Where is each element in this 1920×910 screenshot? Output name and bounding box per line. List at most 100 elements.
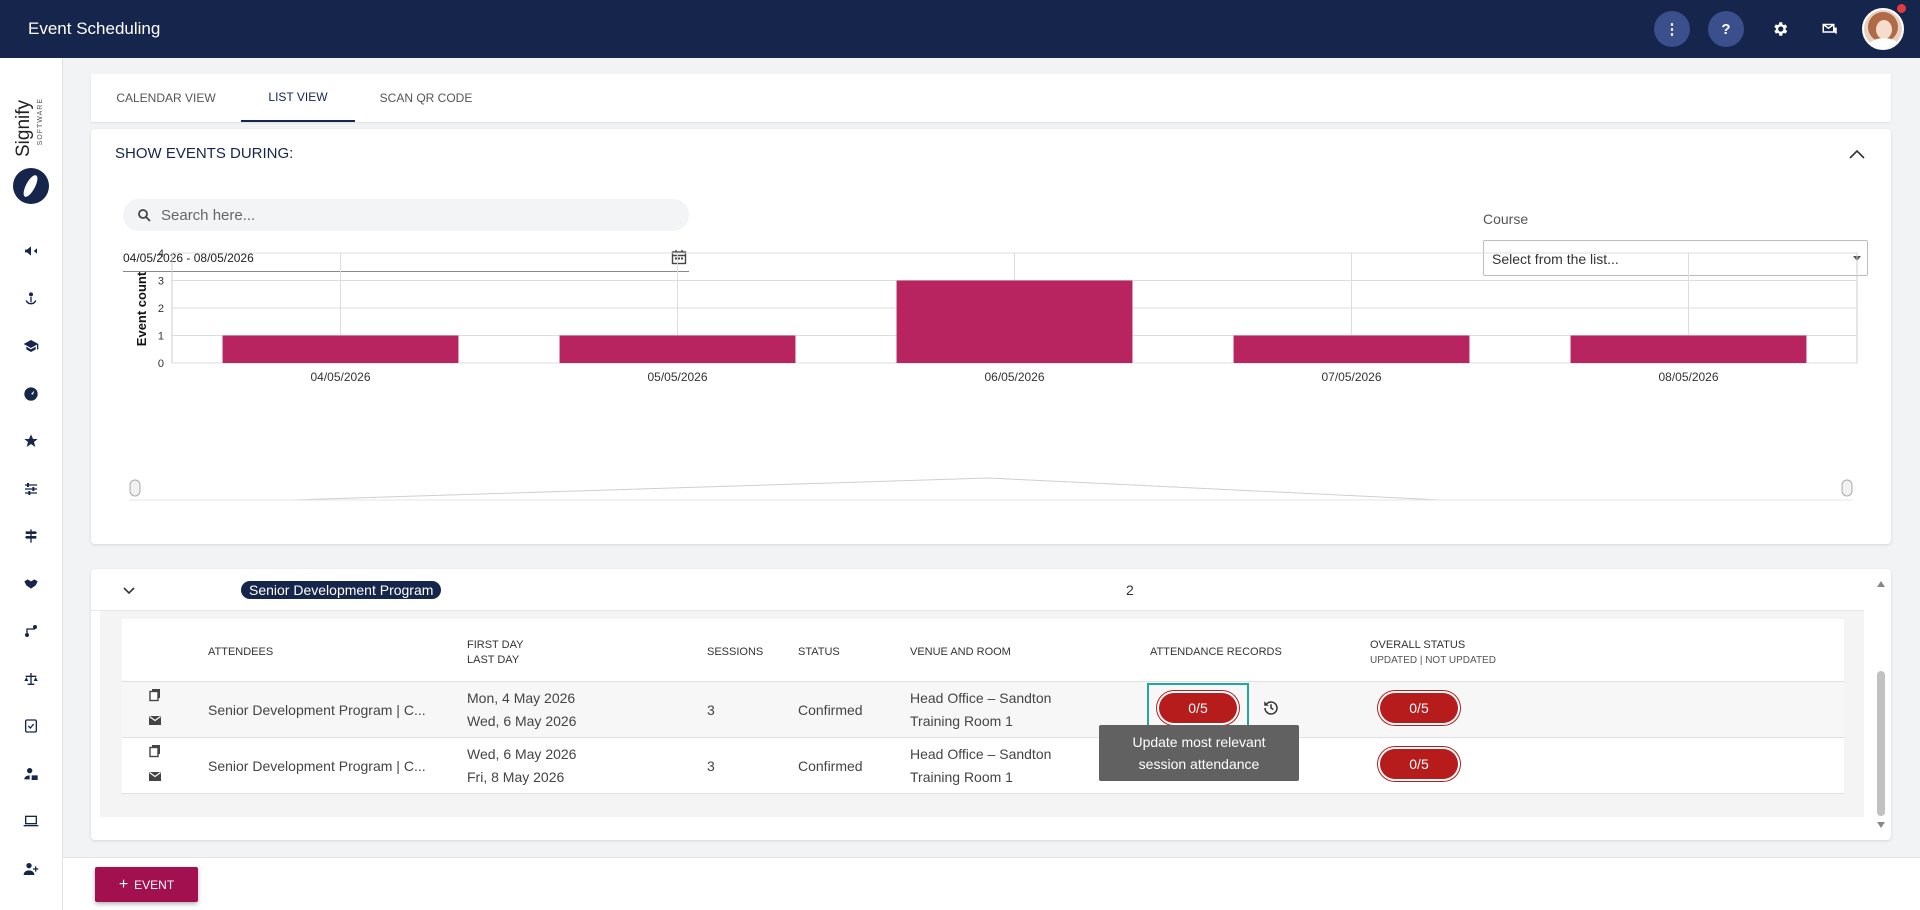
messages-icon[interactable]	[1812, 11, 1848, 47]
attendance-records-button[interactable]: 0/5	[1159, 693, 1237, 723]
add-event-label: EVENT	[134, 877, 175, 892]
tab-list-view[interactable]: LIST VIEW	[241, 74, 355, 122]
tooltip-line-2: session attendance	[1138, 756, 1260, 772]
add-user-icon[interactable]	[21, 859, 41, 879]
date-range-field[interactable]: 04/05/2026 - 08/05/2026	[123, 244, 689, 272]
header-overall: OVERALL STATUS UPDATED | NOT UPDATED	[1370, 638, 1496, 668]
handshake-icon[interactable]	[21, 574, 41, 594]
events-table: ATTENDEES FIRST DAY LAST DAY SESSIONS ST…	[122, 619, 1844, 794]
bar-06/05/2026[interactable]	[896, 280, 1133, 364]
header-overall-status: OVERALL STATUS	[1370, 639, 1466, 651]
logo-mark-icon	[13, 168, 49, 204]
x-tick-label: 04/05/2026	[310, 370, 370, 384]
attendees-cell[interactable]: Senior Development Program | C...	[208, 702, 426, 718]
announcements-icon[interactable]	[21, 241, 41, 261]
copy-icon[interactable]	[148, 744, 162, 758]
help-button[interactable]: ?	[1708, 11, 1744, 47]
laptop-icon[interactable]	[21, 811, 41, 831]
graduation-cap-icon[interactable]	[21, 336, 41, 356]
range-handle-left[interactable]	[129, 479, 141, 497]
bar-04/05/2026[interactable]	[222, 335, 459, 364]
group-name-chip: Senior Development Program	[241, 581, 442, 599]
first-day-cell: Wed, 6 May 2026	[467, 746, 577, 762]
logo-word: Signify	[13, 99, 34, 157]
chart-range-slider	[129, 477, 1853, 501]
last-day-cell: Wed, 6 May 2026	[467, 713, 577, 729]
header-status: STATUS	[798, 646, 840, 658]
x-tick-label: 08/05/2026	[1658, 370, 1718, 384]
topbar-actions: ⋮ ?	[1654, 0, 1904, 58]
y-tick-label: 1	[158, 331, 164, 343]
search-input[interactable]	[161, 199, 671, 231]
group-header[interactable]: Senior Development Program 2	[91, 569, 1864, 611]
scales-icon[interactable]	[21, 669, 41, 689]
logo-subword: SOFTWARE	[37, 98, 44, 146]
attendees-cell[interactable]: Senior Development Program | C...	[208, 758, 426, 774]
header-sessions: SESSIONS	[707, 646, 764, 658]
checklist-icon[interactable]	[21, 716, 41, 736]
chevron-down-icon[interactable]	[121, 583, 137, 599]
header-venue: VENUE AND ROOM	[910, 646, 1011, 658]
calendar-icon[interactable]	[671, 249, 687, 265]
tab-calendar-view[interactable]: CALENDAR VIEW	[116, 91, 216, 105]
range-handle-right[interactable]	[1841, 479, 1853, 497]
events-table-area: ATTENDEES FIRST DAY LAST DAY SESSIONS ST…	[100, 611, 1864, 817]
copy-icon[interactable]	[148, 688, 162, 702]
header-days: FIRST DAY LAST DAY	[467, 638, 523, 668]
y-tick-label: 4	[158, 248, 164, 260]
sessions-cell: 3	[707, 702, 715, 718]
scroll-down-arrow-icon[interactable]	[1877, 822, 1885, 828]
dashboard-gauge-icon[interactable]	[21, 384, 41, 404]
app-title: Event Scheduling	[28, 19, 161, 38]
x-tick-label: 06/05/2026	[984, 370, 1044, 384]
status-cell: Confirmed	[798, 758, 863, 774]
email-icon[interactable]	[148, 769, 162, 783]
user-lock-icon[interactable]	[21, 764, 41, 784]
header-attendance: ATTENDANCE RECORDS	[1150, 646, 1282, 658]
tab-scan-qr-code[interactable]: SCAN QR CODE	[379, 91, 473, 105]
course-select-value: Select from the list...	[1492, 251, 1619, 267]
group-count: 2	[1126, 582, 1134, 598]
bar-05/05/2026[interactable]	[559, 335, 796, 364]
table-row[interactable]: Senior Development Program | C... Wed, 6…	[122, 738, 1844, 794]
plus-icon: +	[118, 875, 129, 893]
x-tick-label: 07/05/2026	[1321, 370, 1381, 384]
notification-dot	[1897, 4, 1906, 13]
signpost-icon[interactable]	[21, 526, 41, 546]
sessions-cell: 3	[707, 758, 715, 774]
table-row[interactable]: Senior Development Program | C... Mon, 4…	[122, 682, 1844, 738]
header-attendees: ATTENDEES	[208, 646, 274, 658]
chart-y-label: Event count	[134, 271, 149, 346]
add-event-button[interactable]: + EVENT	[95, 867, 198, 902]
routes-icon[interactable]	[21, 621, 41, 641]
bar-08/05/2026[interactable]	[1570, 335, 1807, 364]
email-icon[interactable]	[148, 713, 162, 727]
bottom-action-bar	[63, 857, 1920, 910]
scroll-thumb[interactable]	[1877, 671, 1885, 816]
filter-title: SHOW EVENTS DURING:	[115, 145, 294, 162]
scroll-up-arrow-icon[interactable]	[1877, 581, 1885, 587]
user-avatar[interactable]	[1862, 8, 1904, 50]
first-day-cell: Mon, 4 May 2026	[467, 690, 576, 706]
chevron-up-icon[interactable]	[1847, 145, 1867, 165]
chart-x-ticks: 04/05/2026 05/05/2026 06/05/2026 07/05/2026…	[310, 370, 1718, 384]
person-anchor-icon[interactable]	[21, 289, 41, 309]
history-icon[interactable]	[1262, 699, 1280, 717]
tooltip-line-1: Update most relevant	[1132, 734, 1266, 750]
star-icon[interactable]	[21, 431, 41, 451]
last-day-cell: Fri, 8 May 2026	[467, 769, 565, 785]
settings-gear-icon[interactable]	[1762, 11, 1798, 47]
overall-status-button[interactable]: 0/5	[1380, 693, 1458, 723]
sliders-icon[interactable]	[21, 479, 41, 499]
more-options-button[interactable]: ⋮	[1654, 11, 1690, 47]
x-tick-label: 05/05/2026	[647, 370, 707, 384]
venue-cell: Head Office – Sandton	[910, 690, 1052, 706]
header-divider	[122, 681, 1844, 682]
course-label: Course	[1483, 211, 1529, 227]
overall-status-button[interactable]: 0/5	[1380, 749, 1458, 779]
signify-logo: Signify SOFTWARE	[10, 88, 54, 204]
results-scrollbar[interactable]	[1871, 569, 1891, 840]
chart-y-ticks: 0 1 2 3 4	[158, 248, 164, 370]
room-cell: Training Room 1	[910, 713, 1013, 729]
bar-07/05/2026[interactable]	[1233, 335, 1470, 364]
